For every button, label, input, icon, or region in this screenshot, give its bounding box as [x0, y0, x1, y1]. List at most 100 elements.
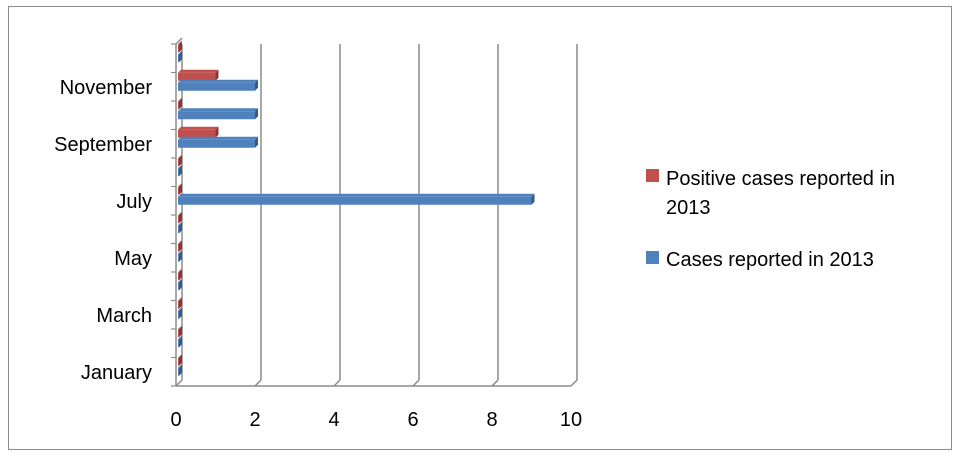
bar-cases-side: [179, 364, 182, 376]
x-tick-label: 4: [328, 409, 339, 431]
bar-positive-cases: [178, 158, 179, 167]
bar-cases-side: [255, 108, 258, 120]
y-tick-label: January: [81, 362, 152, 384]
bars: [178, 41, 535, 376]
bar-positive-cases-top: [178, 98, 182, 102]
y-tick-label: March: [96, 305, 152, 327]
bar-positive-cases-top: [178, 155, 182, 159]
bar-cases: [178, 82, 255, 91]
bar-cases: [178, 139, 255, 148]
bar-positive-cases-top: [178, 240, 182, 244]
y-axis-top-depth: [175, 37, 183, 45]
bar-cases-side: [179, 222, 182, 234]
x-tick-label: 10: [560, 409, 582, 431]
bar-cases: [178, 282, 179, 291]
y-axis-tick-labels: January March May July September November: [54, 77, 152, 384]
bar-cases: [178, 367, 179, 376]
y-tick-label: May: [114, 248, 152, 270]
bar-positive-cases: [178, 215, 179, 224]
bar-positive-cases: [178, 357, 179, 366]
bar-positive-cases: [178, 129, 216, 138]
bar-cases-side: [179, 165, 182, 177]
bar-positive-cases: [178, 186, 179, 195]
bar-cases-side: [255, 136, 258, 148]
bar-positive-cases: [178, 101, 179, 110]
bar-positive-cases: [178, 329, 179, 338]
bar-cases-top: [178, 364, 182, 368]
bar-cases-side: [179, 51, 182, 63]
bar-positive-cases-side: [179, 155, 182, 167]
bar-positive-cases-top: [178, 183, 182, 187]
gridline-floor-segment: [491, 379, 499, 387]
gridline-floor-segment: [254, 379, 262, 387]
x-tick-label: 2: [249, 409, 260, 431]
gridline-floor-segment: [333, 379, 341, 387]
bar-cases-side: [179, 307, 182, 319]
bar-cases-side: [255, 79, 258, 91]
y-tick-label: November: [60, 77, 153, 99]
bar-positive-cases-side: [179, 98, 182, 110]
legend-swatch-positive: [646, 169, 659, 182]
bar-positive-cases: [178, 72, 216, 81]
legend-label-positive-line1: Positive cases reported in: [666, 168, 895, 190]
bar-positive-cases-side: [215, 69, 219, 81]
bar-positive-cases-side: [179, 183, 182, 195]
bar-positive-cases-top: [178, 41, 182, 45]
bar-positive-cases: [178, 300, 179, 309]
bar-positive-cases-side: [179, 354, 182, 366]
bar-positive-cases-top: [178, 69, 219, 73]
bar-positive-cases-top: [178, 354, 182, 358]
bar-cases-side: [179, 279, 182, 291]
bar-positive-cases-side: [179, 240, 182, 252]
bar-cases-top: [178, 222, 182, 226]
bar-cases-top: [178, 108, 258, 112]
gridline-floor-segment: [175, 379, 183, 387]
bar-positive-cases-top: [178, 326, 182, 330]
bar-cases-top: [178, 307, 182, 311]
bar-cases-top: [178, 136, 258, 140]
bar-positive-cases: [178, 243, 179, 252]
legend-label-cases: Cases reported in 2013: [666, 249, 874, 271]
bar-cases-top: [178, 51, 182, 55]
bar-cases-top: [178, 79, 258, 83]
bar-positive-cases-side: [179, 212, 182, 224]
bar-cases-side: [179, 336, 182, 348]
bar-cases-top: [178, 193, 535, 197]
bar-cases-side: [179, 250, 182, 262]
bar-cases: [178, 168, 179, 177]
bar-cases-top: [178, 336, 182, 340]
legend: Positive cases reported in Cases reporte…: [646, 168, 895, 271]
bar-positive-cases-top: [178, 126, 219, 130]
bar-positive-cases-side: [179, 41, 182, 53]
bar-cases: [178, 54, 179, 63]
bar-cases-top: [178, 250, 182, 254]
legend-swatch-cases: [646, 251, 659, 264]
bar-positive-cases-side: [215, 126, 219, 138]
bar-cases: [178, 339, 179, 348]
y-tick-label: July: [116, 191, 152, 213]
bar-positive-cases-side: [179, 269, 182, 281]
bar-cases: [178, 225, 179, 234]
gridlines: [175, 44, 578, 387]
bar-cases-top: [178, 165, 182, 169]
bar-positive-cases-top: [178, 297, 182, 301]
x-tick-label: 0: [170, 409, 181, 431]
axes: [171, 37, 571, 387]
legend-label-positive-line2: 2013: [666, 197, 711, 219]
bar-positive-cases-side: [179, 326, 182, 338]
x-axis-tick-labels: 0 2 4 6 8 10: [170, 409, 582, 431]
bar-positive-cases-top: [178, 269, 182, 273]
chart-frame: [8, 6, 952, 450]
bar-positive-cases: [178, 272, 179, 281]
gridline-floor-segment: [412, 379, 420, 387]
gridline-floor-segment: [570, 379, 578, 387]
bar-cases: [178, 196, 532, 205]
bar-cases: [178, 310, 179, 319]
bar-cases: [178, 111, 255, 120]
y-tick-label: September: [54, 134, 152, 156]
bar-positive-cases: [178, 44, 179, 53]
bar-cases: [178, 253, 179, 262]
x-tick-label: 6: [407, 409, 418, 431]
bar-positive-cases-top: [178, 212, 182, 216]
